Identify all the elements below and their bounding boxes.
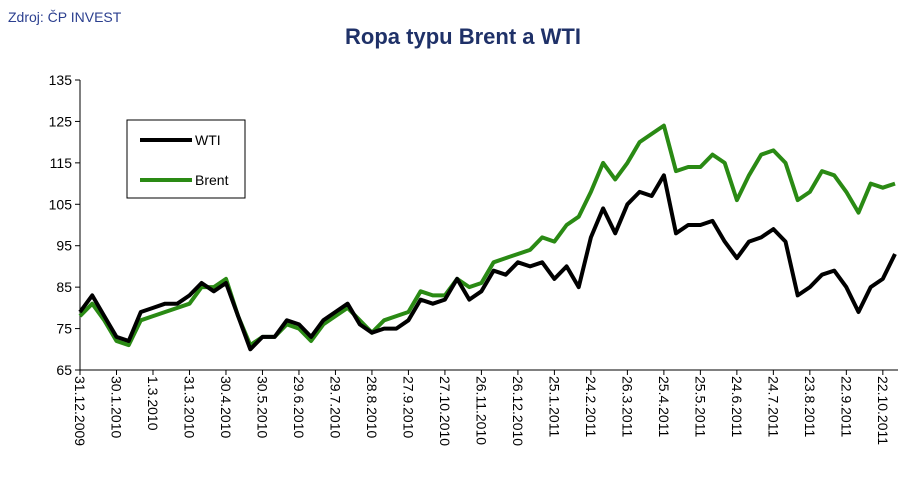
y-tick-label: 75: [56, 321, 72, 337]
chart-title: Ropa typu Brent a WTI: [345, 24, 581, 49]
x-tick-label: 25.4.2011: [656, 376, 672, 437]
y-tick-label: 65: [56, 362, 72, 378]
x-tick-label: 30.4.2010: [218, 376, 234, 438]
x-tick-label: 24.6.2011: [729, 376, 745, 437]
x-tick-label: 25.5.2011: [692, 376, 708, 437]
y-tick-label: 115: [50, 155, 73, 171]
x-tick-label: 24.7.2011: [765, 376, 781, 437]
legend-label: WTI: [195, 132, 221, 148]
y-tick-label: 85: [56, 279, 72, 295]
x-tick-label: 29.6.2010: [291, 376, 307, 438]
x-tick-label: 29.7.2010: [327, 376, 343, 438]
series-line: [78, 123, 896, 348]
x-tick-label: 27.9.2010: [400, 376, 416, 438]
x-tick-label: 26.3.2011: [619, 376, 635, 437]
x-tick-label: 1.3.2010: [145, 376, 161, 431]
y-tick-label: 135: [49, 72, 73, 88]
x-tick-label: 25.1.2011: [546, 376, 562, 437]
x-tick-label: 31.12.2009: [72, 376, 88, 446]
x-tick-label: 31.3.2010: [181, 376, 197, 438]
x-tick-label: 22.10.2011: [875, 376, 891, 445]
x-tick-label: 26.12.2010: [510, 376, 526, 446]
x-tick-label: 22.9.2011: [838, 376, 854, 437]
y-tick-label: 95: [56, 238, 72, 254]
legend-label: Brent: [195, 172, 229, 188]
x-tick-label: 26.11.2010: [473, 376, 489, 445]
y-tick-label: 125: [49, 113, 73, 129]
x-tick-label: 24.2.2011: [583, 376, 599, 437]
series-line: [78, 173, 897, 352]
x-tick-label: 28.8.2010: [364, 376, 380, 438]
x-tick-label: 30.5.2010: [254, 376, 270, 438]
x-tick-label: 27.10.2010: [437, 376, 453, 446]
x-tick-label: 30.1.2010: [108, 376, 124, 438]
legend-box: [126, 119, 246, 199]
y-tick-label: 105: [49, 196, 73, 212]
source: Zdroj: ČP INVEST: [8, 9, 122, 25]
x-tick-label: 23.8.2011: [802, 376, 818, 437]
